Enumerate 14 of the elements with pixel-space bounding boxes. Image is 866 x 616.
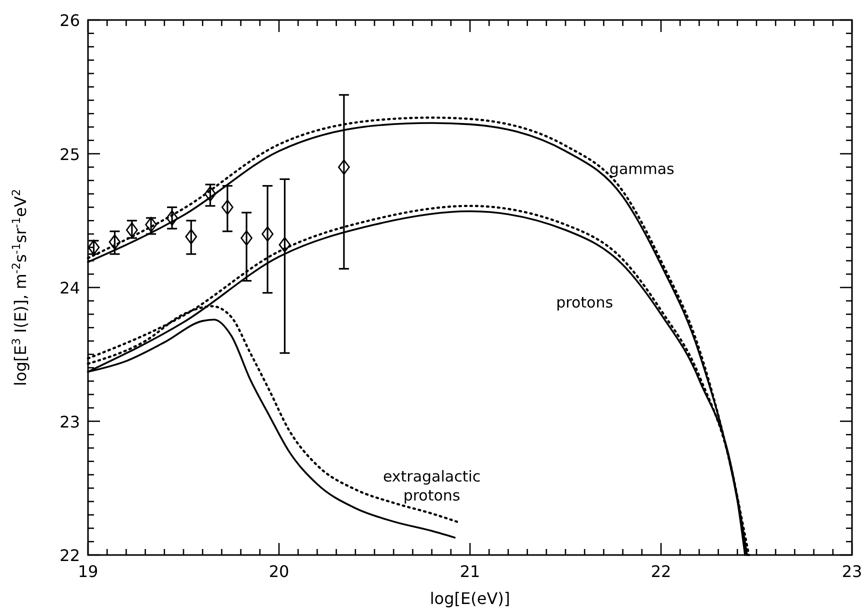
x-tick-label: 22 — [650, 562, 672, 581]
y-tick-label: 25 — [60, 144, 80, 164]
y-tick-label: 22 — [60, 546, 80, 565]
annotation: gammas — [609, 160, 675, 178]
y-tick-label: 23 — [60, 412, 80, 432]
annotation: extragalactic protons — [382, 467, 481, 504]
y-tick-label: 24 — [60, 278, 80, 298]
x-axis-title: log[E(eV)] — [430, 589, 510, 608]
x-tick-label: 20 — [268, 562, 290, 581]
x-tick-label: 23 — [842, 562, 862, 581]
x-tick-label: 21 — [460, 562, 480, 581]
y-tick-label: 26 — [60, 11, 80, 30]
x-tick-label: 19 — [78, 562, 98, 581]
annotation: protons — [556, 294, 614, 312]
